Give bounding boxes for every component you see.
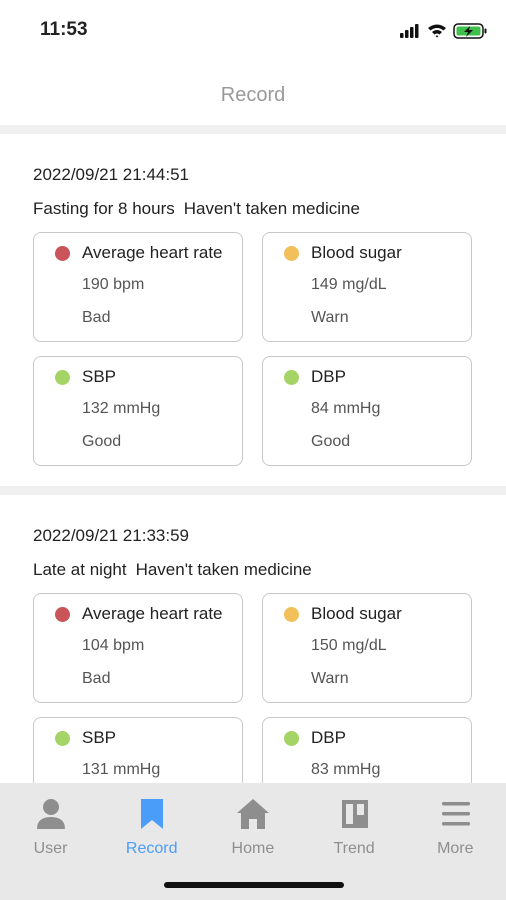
metric-card: Average heart rate 104 bpm Bad [33,593,243,703]
record-datetime: 2022/09/21 21:44:51 [33,165,189,184]
condition: Late at night [33,560,127,579]
metric-value: 149 mg/dL [311,276,387,293]
condition: Fasting for 8 hours [33,199,175,218]
tab-icon [237,799,270,829]
metric-status: Bad [82,309,111,326]
metric-name: SBP [82,728,117,747]
metric-name: DBP [311,367,346,386]
metric-name: DBP [311,728,346,747]
status-dot [284,370,299,385]
metric-name: Average heart rate [82,243,223,262]
header-title: Record [220,84,286,106]
metric-card: Average heart rate 190 bpm Bad [33,232,243,342]
metric-value: 131 mmHg [82,761,161,778]
metric-status: Warn [311,309,349,326]
status-time: 11:53 [40,19,88,40]
metric-status: Bad [82,670,111,687]
record-note: Late at night Haven't taken medicine [33,560,312,580]
record-note: Fasting for 8 hours Haven't taken medicin… [33,199,360,219]
metric-card: DBP 83 mmHg [262,717,472,783]
medicine: Haven't taken medicine [135,560,312,579]
metric-card: DBP 84 mmHg Good [262,356,472,466]
separator [0,486,506,495]
status-dot [284,246,299,261]
metric-status: Good [82,433,122,450]
tab-icon [341,800,368,828]
metric-name: Blood sugar [311,243,402,262]
tab[interactable]: Record [101,783,202,900]
tab-icon [37,799,65,829]
metric-status: Warn [311,670,349,687]
metric-value: 190 bpm [82,276,145,293]
tab-label: User [33,840,68,857]
metric-status: Good [311,433,351,450]
tab[interactable]: User [0,783,101,900]
status-icons [400,23,487,39]
status-dot [284,731,299,746]
metric-value: 83 mmHg [311,761,381,778]
status-dot [55,607,70,622]
tab-icon [141,799,164,829]
metric-name: SBP [82,367,117,386]
medicine: Haven't taken medicine [183,199,360,218]
metric-value: 132 mmHg [82,400,161,417]
tab[interactable]: More [405,783,506,900]
tab-label: Record [125,840,178,857]
metric-card: Blood sugar 150 mg/dL Warn [262,593,472,703]
status-dot [55,246,70,261]
separator [0,125,506,134]
record-datetime: 2022/09/21 21:33:59 [33,526,189,545]
tab[interactable]: Home [202,783,303,900]
metric-value: 104 bpm [82,637,145,654]
status-dot [284,607,299,622]
metric-card: Blood sugar 149 mg/dL Warn [262,232,472,342]
metric-card: SBP 132 mmHg Good [33,356,243,466]
metric-value: 84 mmHg [311,400,381,417]
record-list: 2022/09/21 21:44:51 Fasting for 8 hours Ha… [0,125,506,783]
tab-label: More [437,840,474,857]
tab-icon [441,802,470,826]
tab-bar: User Record Home Trend More [0,783,506,900]
tab-label: Trend [333,840,375,857]
metric-card: SBP 131 mmHg [33,717,243,783]
metric-value: 150 mg/dL [311,637,387,654]
home-indicator [164,882,344,888]
metric-name: Average heart rate [82,604,223,623]
metric-name: Blood sugar [311,604,402,623]
status-dot [55,370,70,385]
status-dot [55,731,70,746]
tab-label: Home [231,840,275,857]
tab[interactable]: Trend [304,783,405,900]
